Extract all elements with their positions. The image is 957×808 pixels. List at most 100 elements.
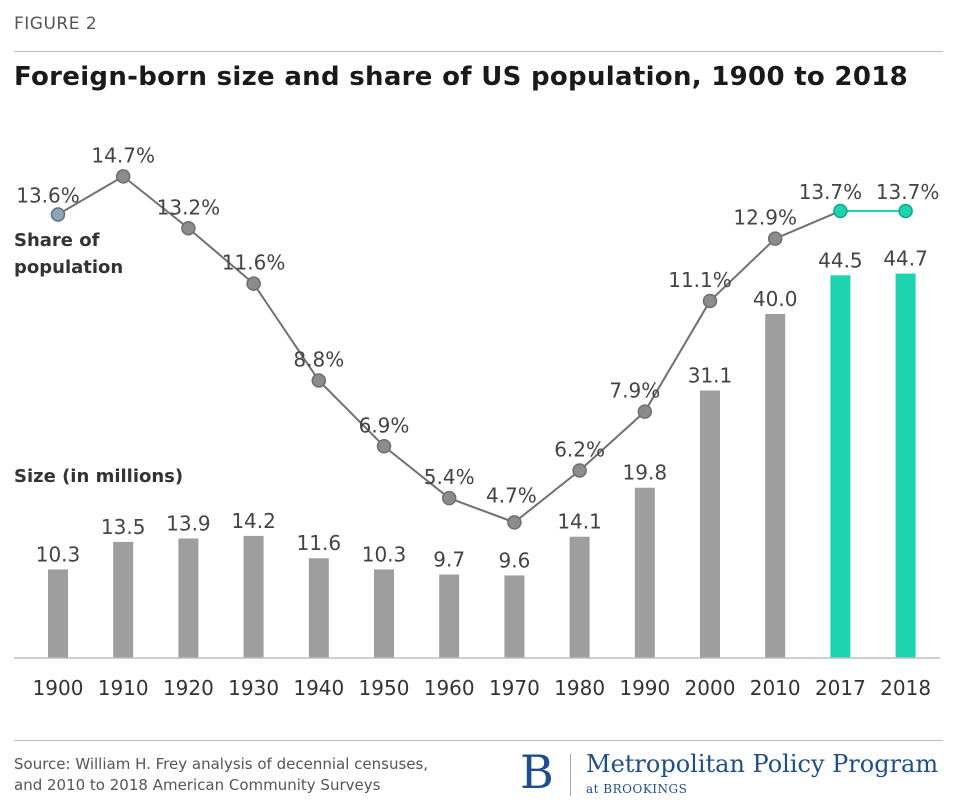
bar-label-1980: 14.1 [557,510,602,534]
share-label-1950: 6.9% [359,413,410,437]
x-tick-1980: 1980 [554,676,605,700]
share-label-1980: 6.2% [554,437,605,461]
top-divider [14,51,943,52]
share-segment-1950-1960 [383,445,450,499]
share-segment-1980-1990 [578,410,646,472]
share-point-2000 [702,293,718,309]
share-segment-2000-2010 [709,237,776,302]
chart-title: Foreign-born size and share of US popula… [14,62,908,92]
bar-label-2018: 44.7 [883,247,928,271]
bar-label-1910: 13.5 [101,515,146,539]
bar-label-1940: 11.6 [297,531,342,555]
bar-1910 [113,541,134,658]
share-label-1960: 5.4% [424,465,475,489]
brand-subtitle: at BROOKINGS [586,782,688,796]
brand-separator [570,754,571,796]
share-segment-1910-1920 [122,175,190,230]
bar-1930 [243,535,264,658]
bar-2017 [830,275,851,658]
bar-1970 [504,575,525,658]
x-tick-1950: 1950 [359,676,410,700]
source-line-2: and 2010 to 2018 American Community Surv… [14,776,381,794]
bottom-divider [14,740,943,741]
share-segment-1920-1930 [187,227,255,285]
share-label-1910: 14.7% [91,143,155,167]
share-point-2018 [898,203,913,219]
x-tick-2000: 2000 [685,676,736,700]
bar-1900 [48,569,68,658]
share-label-2010: 12.9% [733,206,797,230]
share-point-1980 [572,463,587,478]
share-label-line1: Share of [14,230,100,251]
bar-label-2010: 40.0 [753,287,798,311]
share-segment-1990-2000 [643,300,711,413]
share-segment-2010-2017 [774,210,841,240]
share-point-1900 [50,207,66,222]
chart: 10.3 13.5 13.9 14.2 11.6 10.3 9.7 9.6 14.1 19.8 31… [14,143,940,700]
bar-label-1900: 10.3 [36,542,81,566]
share-point-2017 [833,203,848,219]
bar-2010 [765,314,786,658]
share-segment-1930-1940 [252,283,320,382]
bar-1950 [374,569,394,658]
share-label-1970: 4.7% [486,483,537,507]
figure-label: FIGURE 2 [14,14,98,34]
bar-label-1920: 13.9 [166,511,211,535]
share-point-1910 [115,169,131,184]
share-point-1930 [246,276,261,291]
x-tick-1940: 1940 [293,676,344,700]
share-label-1990: 7.9% [609,379,660,403]
brand-letter: B [520,745,554,799]
brookings-logo: B Metropolitan Policy Program at BROOKIN… [520,744,940,804]
bar-1920 [178,538,199,658]
share-label-1930: 11.6% [222,251,286,275]
share-label-1900: 13.6% [16,183,80,207]
share-label-1920: 13.2% [157,195,221,219]
share-segment-1960-1970 [448,497,515,524]
x-tick-1900: 1900 [33,676,84,700]
bar-1960 [439,574,460,658]
x-tick-1990: 1990 [619,676,670,700]
bar-1980 [569,536,590,658]
bar-label-1950: 10.3 [362,542,407,566]
bar-label-1960: 9.7 [433,548,465,572]
x-tick-2010: 2010 [750,676,801,700]
source-note: Source: William H. Frey analysis of dece… [14,754,428,796]
bar-1940 [308,558,329,658]
x-tick-1920: 1920 [163,676,214,700]
share-point-1950 [376,439,392,454]
bar-1990 [634,487,655,658]
share-label-2018: 13.7% [876,180,940,204]
share-point-1990 [637,404,653,419]
share-label-line2: population [14,257,123,278]
size-label: Size (in millions) [14,466,183,487]
bar-label-2017: 44.5 [818,248,863,272]
share-point-2010 [767,231,783,246]
share-segment-1900-1910 [57,175,124,216]
share-label-2017: 13.7% [799,180,863,204]
share-line-group: 13.6% 14.7% 13.2% 11.6% 8.8% 6.9% 5.4% 4.7% 6.2%… [16,143,940,530]
bars-group: 10.3 13.5 13.9 14.2 11.6 10.3 9.7 9.6 14.1 19.8 31… [36,247,928,658]
x-tick-1930: 1930 [228,676,279,700]
share-point-1960 [441,490,457,506]
bar-label-1990: 19.8 [623,461,668,485]
x-tick-2018: 2018 [880,676,931,700]
x-tick-1960: 1960 [424,676,475,700]
share-segment-1940-1950 [318,379,385,447]
x-tick-1910: 1910 [98,676,149,700]
bar-label-2000: 31.1 [688,364,733,388]
x-tick-1970: 1970 [489,676,540,700]
source-line-1: Source: William H. Frey analysis of dece… [14,755,429,773]
share-point-1940 [311,373,327,388]
bar-2018 [895,273,916,658]
brand-name: Metropolitan Policy Program [586,750,939,778]
x-tick-labels: 1900 1910 1920 1930 1940 1950 1960 1970 1980 1990… [33,676,932,700]
share-segment-1970-1980 [513,469,581,524]
share-label-2000: 11.1% [668,268,732,292]
x-tick-2017: 2017 [815,676,866,700]
share-point-1970 [507,515,522,530]
share-point-1920 [181,221,196,236]
bar-label-1930: 14.2 [231,509,276,533]
share-label-1940: 8.8% [293,348,344,372]
bar-label-1970: 9.6 [498,548,530,572]
